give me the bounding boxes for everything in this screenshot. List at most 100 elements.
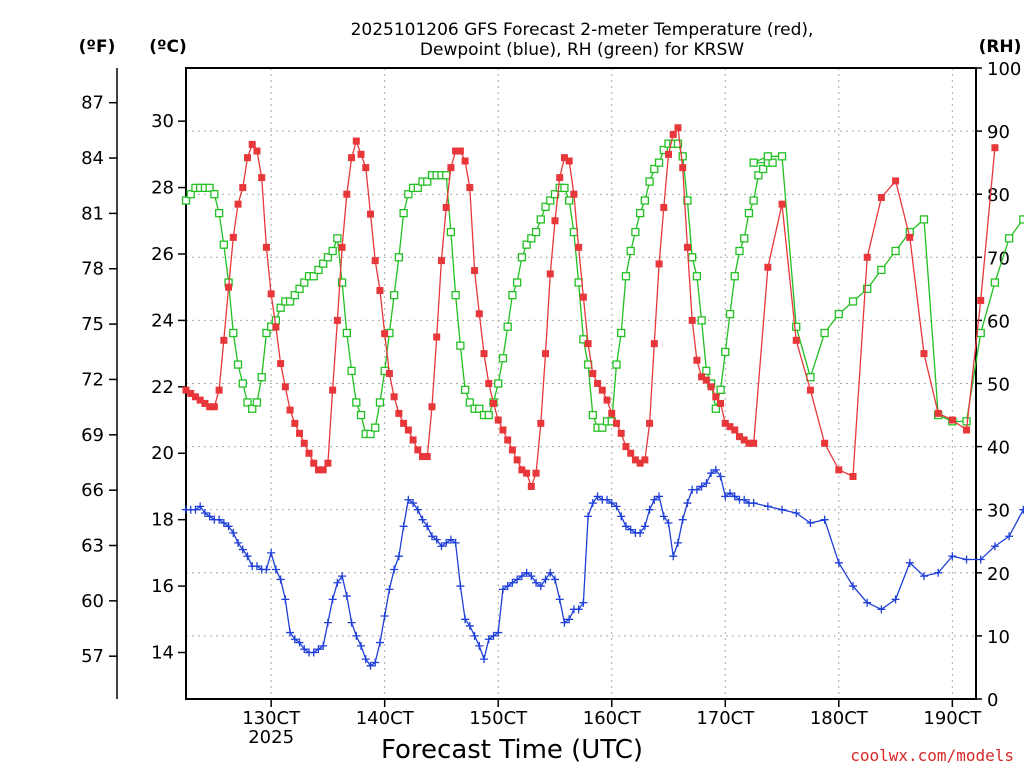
tick-label-celsius: 30 — [151, 111, 174, 132]
rh-point — [725, 309, 735, 319]
rh-point — [565, 196, 574, 205]
temperature-point — [508, 446, 516, 454]
temperature-point — [792, 336, 800, 344]
rh-point — [640, 196, 650, 205]
rh-point — [673, 139, 683, 148]
dewpoint-point — [404, 495, 413, 504]
dewpoint-point — [584, 512, 593, 521]
tick-label-rh: 50 — [987, 375, 1010, 396]
dewpoint-point — [546, 568, 555, 577]
temperature-point — [717, 399, 725, 407]
temperature-point — [376, 287, 384, 295]
tick-label-rh: 90 — [987, 122, 1010, 143]
temperature-point — [693, 356, 701, 364]
rh-point — [754, 171, 763, 180]
temperature-point — [480, 350, 488, 358]
temperature-point — [849, 472, 857, 480]
temperature-point — [258, 174, 266, 182]
dewpoint-point — [442, 538, 451, 547]
temperature-point — [698, 373, 706, 381]
axis-celsius: 14 16 18 20 22 24 26 28 30 — [151, 111, 186, 664]
temperature-point — [210, 403, 218, 411]
temperature-point — [542, 350, 550, 358]
temperature-point — [442, 203, 450, 211]
rh-point — [730, 272, 739, 281]
dewpoint-point — [465, 621, 474, 630]
tick-label-fahrenheit: 57 — [81, 646, 104, 667]
dewpoint-point — [588, 499, 597, 508]
title-line-1: 2025101206 GFS Forecast 2-meter Temperat… — [351, 20, 814, 40]
rh-point — [560, 183, 569, 193]
rh-point — [337, 278, 347, 287]
temperature-point — [239, 184, 247, 192]
temperature-point — [977, 296, 985, 304]
rh-point — [990, 278, 1000, 287]
rh-point — [768, 158, 777, 167]
grid-layer — [186, 68, 976, 699]
temperature-point — [400, 419, 408, 427]
dewpoint-point — [319, 641, 328, 650]
dewpoint-point — [905, 558, 914, 567]
rh-point — [233, 360, 243, 369]
temperature-point — [963, 426, 971, 434]
temperature-line — [185, 126, 996, 489]
rh-point — [569, 227, 579, 237]
temperature-point — [357, 150, 365, 158]
rh-point — [290, 291, 299, 300]
temperature-point — [305, 449, 313, 457]
tick-label-rh: 80 — [987, 185, 1010, 206]
dewpoint-point — [692, 485, 701, 494]
tick-label-fahrenheit: 60 — [81, 591, 104, 612]
dewpoint-point — [437, 542, 446, 551]
temperature-point — [523, 469, 531, 477]
temperature-point — [877, 194, 885, 202]
dewpoint-point — [489, 631, 498, 640]
dewpoint-point — [806, 518, 815, 527]
temperature-point — [187, 389, 195, 397]
dewpoint-point — [380, 611, 389, 620]
rh-point — [262, 328, 271, 338]
temperature-point — [447, 164, 455, 172]
temperature-point — [546, 270, 554, 278]
temperature-point — [702, 376, 710, 384]
dewpoint-point — [200, 509, 209, 518]
rh-point — [465, 398, 474, 407]
unit-label-fahrenheit: (ºF) — [79, 37, 116, 57]
rh-point — [877, 265, 886, 275]
tick-label-time: 180CT — [810, 708, 869, 729]
tick-label-rh: 10 — [987, 627, 1010, 648]
dewpoint-point — [541, 575, 550, 584]
temperature-point — [286, 406, 294, 414]
temperature-point — [456, 147, 464, 155]
temperature-point — [622, 443, 630, 451]
rh-point — [248, 404, 257, 413]
rh-point — [1019, 215, 1024, 224]
rh-point — [631, 227, 640, 237]
dewpoint-point — [560, 618, 569, 627]
temperature-point — [475, 310, 483, 318]
dewpoint-point — [834, 558, 843, 567]
dewpoint-point — [423, 522, 432, 531]
rh-point — [536, 215, 545, 224]
temperature-point — [560, 154, 568, 162]
tick-label-rh: 0 — [987, 690, 998, 711]
temperature-point — [333, 316, 341, 324]
rh-point — [659, 145, 668, 155]
temperature-point — [778, 200, 786, 208]
rh-point — [352, 398, 361, 407]
dewpoint-point — [394, 552, 403, 561]
dewpoint-point — [707, 469, 716, 478]
rh-point — [1004, 234, 1014, 243]
temperature-point — [513, 456, 521, 464]
dewpoint-point — [271, 565, 280, 574]
temperature-point — [598, 386, 606, 394]
temperature-point — [991, 144, 999, 152]
dewpoint-point — [919, 572, 928, 581]
credit-text: coolwx.com/models — [850, 746, 1014, 765]
temperature-point — [296, 429, 304, 437]
rh-point — [205, 183, 214, 193]
rh-point — [697, 316, 706, 325]
temperature-point — [764, 263, 772, 271]
rh-point — [976, 328, 985, 338]
temperature-point — [527, 482, 535, 490]
